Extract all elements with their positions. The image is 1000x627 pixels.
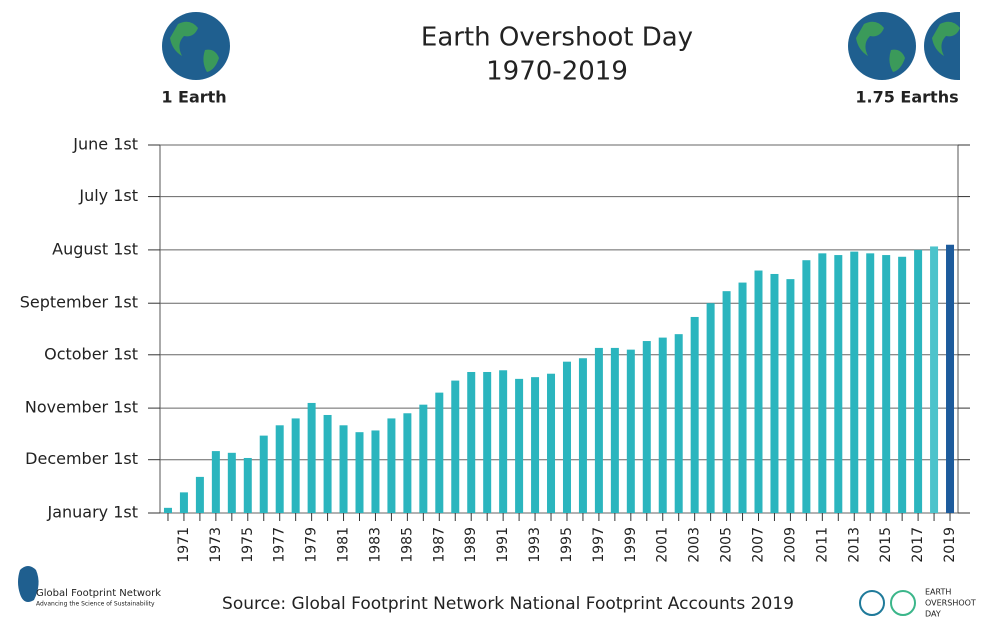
- x-tick-label: 2009: [782, 527, 798, 563]
- bar: [866, 253, 875, 514]
- chart-title: Earth Overshoot Day: [421, 23, 693, 53]
- x-tick-label: 1975: [240, 527, 256, 563]
- bar: [211, 451, 220, 513]
- bar: [786, 279, 795, 513]
- bar: [626, 349, 635, 513]
- bar: [690, 316, 699, 513]
- y-tick-label: July 1st: [78, 186, 138, 205]
- bar: [674, 334, 683, 513]
- right-label: 1.75 Earths: [855, 88, 958, 107]
- bar: [706, 303, 715, 513]
- bar: [738, 282, 747, 513]
- bar: [547, 373, 556, 513]
- bar: [259, 435, 268, 513]
- globe: [848, 12, 960, 80]
- x-tick-label: 2003: [687, 527, 703, 563]
- bar: [323, 414, 332, 513]
- bar: [403, 413, 412, 513]
- bar: [802, 260, 811, 513]
- x-tick-label: 1997: [591, 527, 607, 563]
- x-tick-label: 2007: [751, 527, 767, 563]
- y-tick-label: September 1st: [20, 293, 138, 312]
- logo-word: DAY: [925, 610, 941, 619]
- bar: [227, 452, 236, 513]
- y-tick-label: November 1st: [25, 398, 138, 417]
- bar: [898, 256, 907, 513]
- logo-word: OVERSHOOT: [925, 599, 976, 608]
- bar: [483, 371, 492, 513]
- bar: [355, 432, 364, 513]
- bar: [435, 392, 444, 513]
- bar: [930, 246, 939, 513]
- x-tick-label: 2001: [655, 527, 671, 563]
- bar: [163, 507, 172, 513]
- bar: [291, 418, 300, 513]
- y-tick-label: January 1st: [46, 503, 138, 522]
- logo-tagline: Advancing the Science of Sustainability: [36, 601, 155, 608]
- bar: [515, 378, 524, 513]
- left-label: 1 Earth: [161, 88, 226, 107]
- globe: [162, 12, 230, 80]
- x-tick-label: 2017: [910, 527, 926, 563]
- x-tick-label: 2019: [942, 527, 958, 563]
- source: Source: Global Footprint Network Nationa…: [222, 594, 794, 614]
- bar: [914, 249, 923, 513]
- x-tick-label: 1991: [495, 527, 511, 563]
- bar: [882, 255, 891, 513]
- bar: [834, 255, 843, 513]
- bar: [578, 358, 587, 513]
- bar: [275, 425, 284, 513]
- bar: [387, 418, 396, 513]
- bar: [531, 377, 540, 513]
- x-tick-label: 1983: [367, 527, 383, 563]
- bar: [467, 371, 476, 513]
- x-tick-label: 1973: [208, 527, 224, 563]
- bar: [307, 402, 316, 513]
- y-tick-label: October 1st: [44, 344, 138, 363]
- logo-word: EARTH: [925, 588, 951, 597]
- x-tick-label: 1985: [399, 527, 415, 563]
- bar: [243, 457, 252, 513]
- y-tick-label: December 1st: [25, 449, 138, 468]
- x-tick-label: 1979: [304, 527, 320, 563]
- y-tick-label: August 1st: [52, 239, 138, 258]
- bar: [610, 347, 619, 513]
- bar: [722, 291, 731, 513]
- x-tick-label: 1981: [336, 527, 352, 563]
- bar: [451, 380, 460, 513]
- logo-left: Global Footprint Network Advancing the S…: [18, 566, 161, 608]
- bar: [371, 430, 380, 513]
- x-tick-label: 1989: [463, 527, 479, 563]
- bar: [562, 361, 571, 513]
- bar: [419, 404, 428, 513]
- bar: [594, 347, 603, 513]
- chart-subtitle: 1970-2019: [486, 57, 628, 87]
- x-tick-label: 2013: [846, 527, 862, 563]
- x-tick-label: 1971: [176, 527, 192, 563]
- bar: [658, 337, 667, 513]
- bar: [179, 492, 188, 513]
- bar: [946, 244, 955, 513]
- bar: [818, 253, 827, 514]
- bar: [770, 273, 779, 513]
- x-tick-label: 1999: [623, 527, 639, 563]
- x-tick-label: 1993: [527, 527, 543, 563]
- logo-name: Global Footprint Network: [36, 588, 161, 599]
- bar: [339, 425, 348, 513]
- bar: [642, 341, 651, 513]
- x-tick-label: 1995: [559, 527, 575, 563]
- bar: [754, 270, 763, 513]
- bar: [850, 251, 859, 513]
- logo-right: EARTH OVERSHOOT DAY: [859, 588, 976, 619]
- bar: [499, 370, 508, 513]
- bar: [195, 476, 204, 513]
- x-tick-label: 2011: [814, 527, 830, 563]
- x-tick-label: 1977: [272, 527, 288, 563]
- x-tick-label: 1987: [431, 527, 447, 563]
- x-tick-label: 2015: [878, 527, 894, 563]
- x-tick-label: 2005: [719, 527, 735, 563]
- y-tick-label: June 1st: [72, 135, 138, 154]
